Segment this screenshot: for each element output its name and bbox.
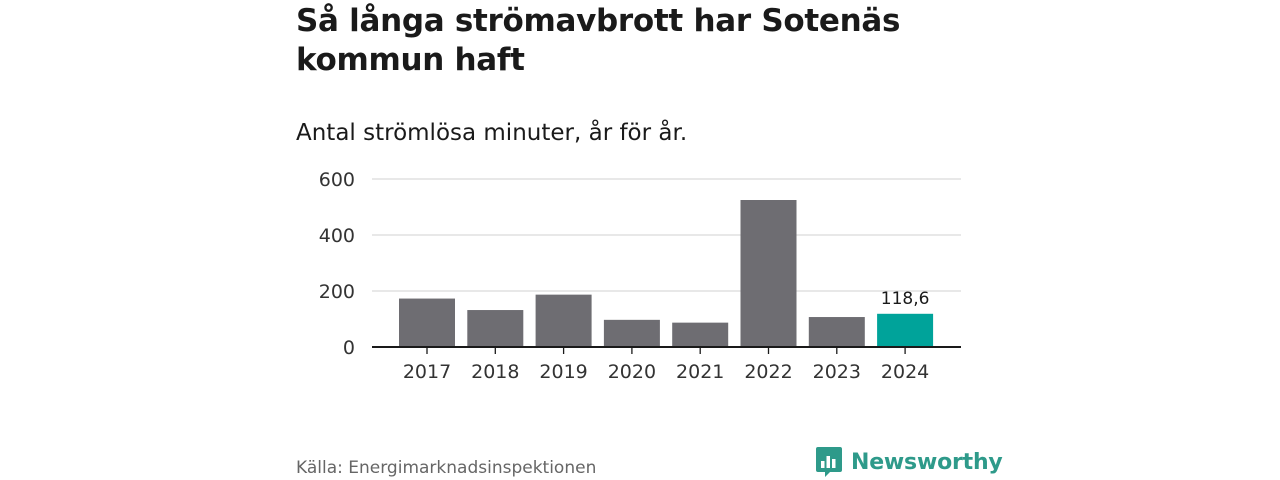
y-tick-label: 200 xyxy=(319,281,355,303)
x-tick-label: 2017 xyxy=(403,361,451,383)
x-tick-label: 2024 xyxy=(881,361,929,383)
bar-2023 xyxy=(808,317,865,347)
bar-2019 xyxy=(535,294,592,347)
chart-title: Så långa strömavbrott har Sotenäs kommun… xyxy=(296,3,901,78)
x-tick-label: 2020 xyxy=(608,361,656,383)
bar-2024 xyxy=(877,313,934,347)
x-tick-label: 2021 xyxy=(676,361,724,383)
chart-subtitle: Antal strömlösa minuter, år för år. xyxy=(296,120,688,146)
bar-2021 xyxy=(672,322,729,347)
data-label: 118,6 xyxy=(881,289,930,309)
data-labels: 118,6 xyxy=(881,289,930,309)
brand-name: Newsworthy xyxy=(851,449,1003,475)
source-note: Källa: Energimarknadsinspektionen xyxy=(296,458,597,478)
x-tick-label: 2023 xyxy=(813,361,861,383)
bar-2022 xyxy=(740,200,797,347)
bar-2020 xyxy=(603,319,660,347)
y-tick-label: 400 xyxy=(319,225,355,247)
y-axis-ticks: 0 200 400 600 xyxy=(319,169,355,359)
bar-chart-logo-icon xyxy=(816,447,842,477)
bars xyxy=(399,200,934,347)
gridlines xyxy=(372,178,961,292)
y-tick-label: 600 xyxy=(319,169,355,191)
x-tick-label: 2019 xyxy=(539,361,587,383)
bar-2018 xyxy=(467,310,524,347)
x-tick-label: 2018 xyxy=(471,361,519,383)
x-tick-label: 2022 xyxy=(744,361,792,383)
brand-logo: Newsworthy xyxy=(815,446,1003,478)
y-tick-label: 0 xyxy=(343,337,355,359)
bar-2017 xyxy=(399,298,455,347)
x-axis-ticks: 2017 2018 2019 2020 2021 2022 2023 2024 xyxy=(403,347,929,383)
